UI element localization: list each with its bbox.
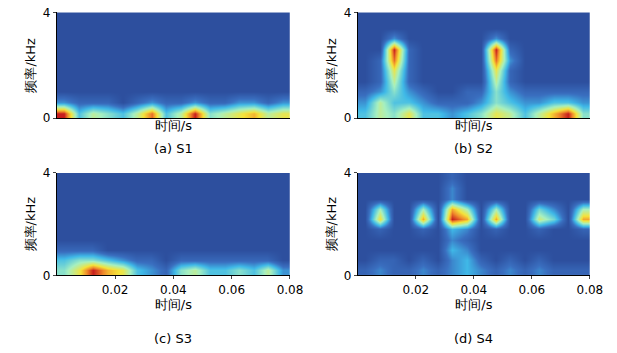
svg-text:4: 4 xyxy=(43,166,51,180)
svg-text:(c) S3: (c) S3 xyxy=(154,331,192,346)
svg-text:频率/kHz: 频率/kHz xyxy=(23,38,38,93)
svg-text:0: 0 xyxy=(43,111,51,125)
svg-text:0.02: 0.02 xyxy=(102,283,129,297)
svg-text:频率/kHz: 频率/kHz xyxy=(324,38,339,93)
svg-text:时间/s: 时间/s xyxy=(455,297,492,312)
svg-text:时间/s: 时间/s xyxy=(455,118,492,133)
svg-text:时间/s: 时间/s xyxy=(155,297,192,312)
svg-text:频率/kHz: 频率/kHz xyxy=(324,197,339,252)
svg-text:0.06: 0.06 xyxy=(518,283,545,297)
svg-text:(a) S1: (a) S1 xyxy=(154,141,193,156)
svg-text:4: 4 xyxy=(43,6,51,20)
svg-text:时间/s: 时间/s xyxy=(155,118,192,133)
svg-text:(d) S4: (d) S4 xyxy=(454,331,493,346)
svg-text:0: 0 xyxy=(43,269,51,283)
svg-text:0.04: 0.04 xyxy=(461,283,488,297)
svg-text:(b) S2: (b) S2 xyxy=(454,141,493,156)
svg-text:0.08: 0.08 xyxy=(576,283,603,297)
svg-text:0.06: 0.06 xyxy=(218,283,245,297)
svg-text:4: 4 xyxy=(344,6,352,20)
svg-text:0: 0 xyxy=(344,111,352,125)
svg-text:4: 4 xyxy=(344,166,352,180)
svg-text:0.08: 0.08 xyxy=(277,283,304,297)
svg-text:0.04: 0.04 xyxy=(160,283,187,297)
svg-text:频率/kHz: 频率/kHz xyxy=(23,197,38,252)
svg-text:0.02: 0.02 xyxy=(403,283,430,297)
svg-text:0: 0 xyxy=(344,269,352,283)
